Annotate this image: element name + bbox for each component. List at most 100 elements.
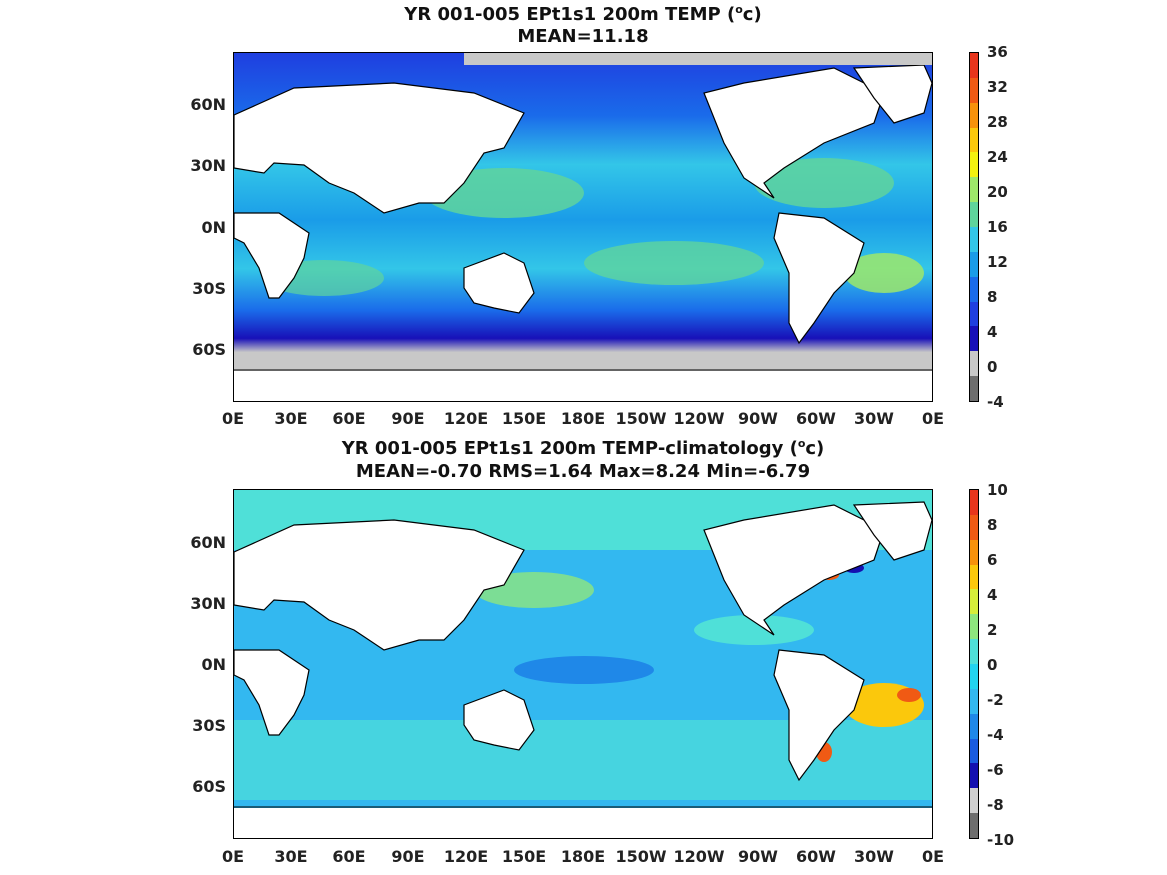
top-lon-tick: 150W xyxy=(615,409,667,428)
top-lat-tick: 60N xyxy=(190,95,226,114)
colorbar-segment xyxy=(970,227,978,252)
bottom-land xyxy=(234,501,932,838)
colorbar-segment xyxy=(970,53,978,78)
bottom-cbar-tick: -8 xyxy=(987,796,1004,814)
bottom-cbar-tick: 10 xyxy=(987,481,1008,499)
top-cbar-tick: 28 xyxy=(987,113,1008,131)
colorbar-segment xyxy=(970,77,978,103)
bottom-eq-pacific-cold xyxy=(514,656,654,684)
top-cbar-tick: 24 xyxy=(987,148,1008,166)
top-cbar-tick: -4 xyxy=(987,393,1004,411)
colorbar-segment xyxy=(970,202,978,228)
top-lon-tick: 0E xyxy=(921,409,945,428)
bottom-cbar-tick: -10 xyxy=(987,831,1015,849)
top-land xyxy=(234,53,932,401)
bottom-chart-title: YR 001-005 EPt1s1 200m TEMP-climatology … xyxy=(341,437,825,459)
top-lat-tick: 30S xyxy=(192,279,226,298)
bottom-lon-tick: 150E xyxy=(501,847,547,866)
colorbar-segment xyxy=(970,639,978,665)
colorbar-segment xyxy=(970,251,978,277)
bottom-cbar-tick: -2 xyxy=(987,691,1004,709)
top-lon-tick: 90E xyxy=(391,409,425,428)
bottom-lon-tick: 0E xyxy=(221,847,245,866)
top-lat-tick: 30N xyxy=(190,156,226,175)
top-cbar-tick: 12 xyxy=(987,253,1008,271)
colorbar-segment xyxy=(970,127,978,153)
colorbar-segment xyxy=(970,813,978,839)
colorbar-segment xyxy=(970,664,978,689)
top-lon-tick: 0E xyxy=(221,409,245,428)
top-cbar-tick: 0 xyxy=(987,358,998,376)
top-s-atlantic-warm xyxy=(844,253,924,293)
bottom-chart-subtitle: MEAN=-0.70 RMS=1.64 Max=8.24 Min=-6.79 xyxy=(355,461,811,482)
top-cbar-tick: 20 xyxy=(987,183,1008,201)
colorbar-segment xyxy=(970,713,978,739)
bottom-lon-tick: 90W xyxy=(738,847,778,866)
colorbar-segment xyxy=(970,102,978,128)
bottom-map-panel xyxy=(233,489,933,839)
top-cbar-tick: 16 xyxy=(987,218,1008,236)
colorbar-segment xyxy=(970,539,978,565)
bottom-lat-tick: 30S xyxy=(192,716,226,735)
bottom-lon-tick: 0E xyxy=(921,847,945,866)
bottom-lat-tick: 0N xyxy=(201,655,226,674)
top-lon-tick: 60W xyxy=(796,409,836,428)
colorbar-segment xyxy=(970,514,978,540)
bottom-lon-tick: 60W xyxy=(796,847,836,866)
top-lon-tick: 60E xyxy=(332,409,366,428)
bottom-cbar-tick: -4 xyxy=(987,726,1004,744)
bottom-lon-tick: 30W xyxy=(854,847,894,866)
bottom-cbar-tick: 6 xyxy=(987,551,998,569)
top-chart-subtitle: MEAN=11.18 xyxy=(517,26,649,47)
bottom-lon-tick: 120W xyxy=(673,847,725,866)
bottom-lat-tick: 60S xyxy=(192,777,226,796)
top-map-svg xyxy=(234,53,932,401)
colorbar-segment xyxy=(970,688,978,714)
bottom-ne-pacific-anom xyxy=(694,615,814,645)
top-lon-tick: 30E xyxy=(274,409,308,428)
bottom-cbar-tick: 8 xyxy=(987,516,998,534)
top-cbar-tick: 4 xyxy=(987,323,998,341)
colorbar-segment xyxy=(970,152,978,178)
top-colorbar xyxy=(969,52,979,402)
bottom-s-atlantic-hot xyxy=(897,688,921,702)
top-lat-tick: 60S xyxy=(192,340,226,359)
bottom-cbar-tick: 0 xyxy=(987,656,998,674)
bottom-lat-tick: 30N xyxy=(190,594,226,613)
colorbar-segment xyxy=(970,376,978,402)
top-lon-tick: 120E xyxy=(443,409,489,428)
bottom-lon-tick: 180E xyxy=(560,847,606,866)
top-cbar-tick: 8 xyxy=(987,288,998,306)
bottom-lon-tick: 120E xyxy=(443,847,489,866)
top-lon-tick: 120W xyxy=(673,409,725,428)
bottom-colorbar xyxy=(969,489,979,839)
top-chart-title: YR 001-005 EPt1s1 200m TEMP (oc) xyxy=(404,3,762,25)
top-lon-tick: 150E xyxy=(501,409,547,428)
bottom-map-svg xyxy=(234,490,932,838)
bottom-lat-tick: 60N xyxy=(190,533,226,552)
colorbar-segment xyxy=(970,763,978,789)
colorbar-segment xyxy=(970,738,978,764)
colorbar-segment xyxy=(970,326,978,352)
bottom-cbar-tick: 4 xyxy=(987,586,998,604)
colorbar-segment xyxy=(970,177,978,203)
colorbar-segment xyxy=(970,589,978,615)
bottom-cbar-tick: 2 xyxy=(987,621,998,639)
top-s-pacific-warm xyxy=(584,241,764,285)
colorbar-segment xyxy=(970,788,978,814)
colorbar-segment xyxy=(970,276,978,302)
top-lon-tick: 90W xyxy=(738,409,778,428)
colorbar-segment xyxy=(970,301,978,327)
bottom-lon-tick: 150W xyxy=(615,847,667,866)
bottom-lon-tick: 90E xyxy=(391,847,425,866)
bottom-lon-tick: 60E xyxy=(332,847,366,866)
top-cbar-tick: 36 xyxy=(987,43,1008,61)
top-cbar-tick: 32 xyxy=(987,78,1008,96)
colorbar-segment xyxy=(970,614,978,640)
colorbar-segment xyxy=(970,351,978,377)
top-map-panel xyxy=(233,52,933,402)
bottom-cbar-tick: -6 xyxy=(987,761,1004,779)
colorbar-segment xyxy=(970,564,978,590)
colorbar-segment xyxy=(970,490,978,515)
top-n-atlantic-warm xyxy=(754,158,894,208)
